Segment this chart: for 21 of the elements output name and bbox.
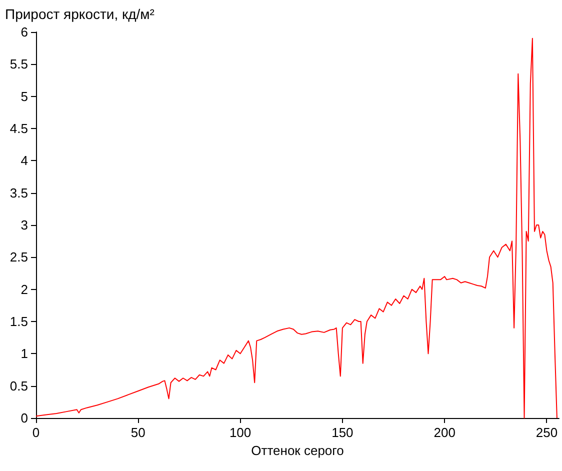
y-tick-label: 4.5	[10, 121, 28, 136]
x-tick-label: 100	[229, 425, 252, 440]
y-tick-label: 3.5	[10, 185, 28, 200]
y-tick-label: 2	[20, 282, 28, 297]
y-tick-label: 5	[20, 88, 28, 104]
x-tick-label: 250	[536, 425, 558, 440]
y-tick-label: 0.5	[10, 378, 28, 394]
y-tick-label: 6	[20, 24, 28, 40]
x-tick-label: 0	[32, 425, 40, 440]
y-tick-label: 5.5	[10, 56, 28, 72]
x-tick-label: 50	[130, 425, 146, 440]
y-tick-label: 0	[20, 410, 28, 426]
x-axis-title: Оттенок серого	[251, 442, 344, 458]
y-tick-label: 3	[20, 218, 28, 232]
chart-title: Прирост яркости, кд/м²	[5, 6, 155, 22]
x-tick-label: 200	[434, 425, 456, 440]
y-tick-label: 4	[20, 153, 28, 168]
x-tick-label: 150	[332, 425, 354, 440]
y-tick-label: 1	[20, 346, 28, 362]
y-tick-label: 1.5	[10, 314, 28, 329]
y-tick-label: 2.5	[10, 250, 28, 265]
